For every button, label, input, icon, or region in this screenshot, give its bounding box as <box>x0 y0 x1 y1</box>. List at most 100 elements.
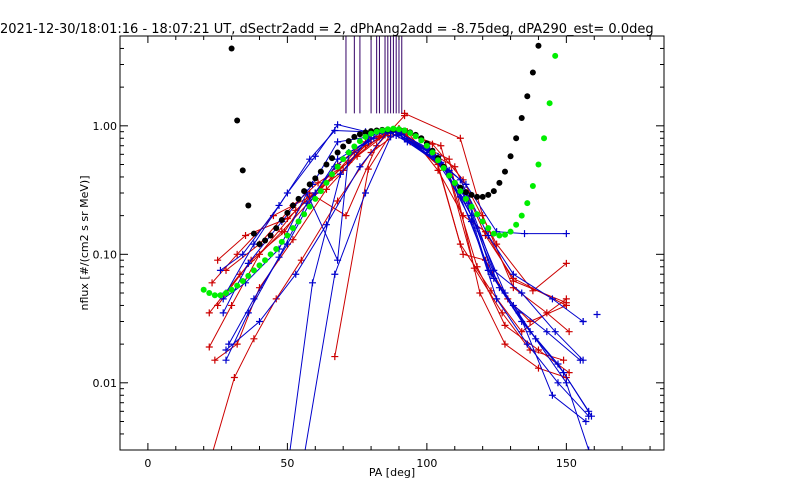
green-model-point <box>518 212 525 219</box>
red-data-point <box>242 232 250 240</box>
red-data-point <box>205 309 213 317</box>
blue-data-point <box>334 155 342 163</box>
green-model-point <box>390 125 397 132</box>
red-data-point <box>314 179 322 187</box>
red-data-point <box>565 328 573 336</box>
green-model-point <box>356 138 363 145</box>
red-data-point <box>560 356 568 364</box>
black-model-point <box>234 117 241 124</box>
blue-data-point <box>356 163 364 171</box>
green-model-point <box>462 195 469 202</box>
green-model-point <box>301 211 308 218</box>
red-data-point <box>456 134 464 142</box>
green-model-point <box>223 289 230 296</box>
green-model-point <box>351 143 358 150</box>
green-model-point <box>362 133 369 140</box>
green-model-point <box>446 172 453 179</box>
blue-data-point <box>493 295 501 303</box>
blue-data-point <box>283 189 291 197</box>
y-axis-label: nflux [#/(cm2 s sr MeV)] <box>78 176 91 311</box>
y-tick-label: 0.01 <box>93 377 118 390</box>
plot-frame <box>119 35 665 451</box>
green-model-point <box>490 230 497 237</box>
red-data-point <box>509 277 517 285</box>
red-data-point <box>459 212 467 220</box>
black-model-point <box>262 237 269 244</box>
green-model-point <box>284 232 291 239</box>
blue-data-point <box>560 369 568 377</box>
green-model-point <box>485 225 492 232</box>
black-model-point <box>329 155 336 162</box>
green-model-point <box>312 195 319 202</box>
blue-data-point <box>322 221 330 229</box>
green-model-point <box>507 228 514 235</box>
y-tick-label: 0.10 <box>93 248 118 261</box>
red-series-line <box>401 131 564 361</box>
green-model-point <box>340 156 347 163</box>
green-model-point <box>395 126 402 133</box>
green-model-point <box>384 126 391 133</box>
black-model-point <box>356 131 363 138</box>
blue-data-point <box>585 412 593 420</box>
chart-title: 2021-12-30/18:01:16 - 18:07:21 UT, dSect… <box>0 22 654 37</box>
red-data-point <box>434 166 442 174</box>
blue-data-point <box>548 295 556 303</box>
black-model-point <box>323 161 330 168</box>
green-model-point <box>234 282 241 289</box>
red-series-line <box>398 134 567 378</box>
black-model-point <box>301 188 308 195</box>
green-model-point <box>407 129 414 136</box>
red-data-point <box>233 340 241 348</box>
red-data-point <box>272 295 280 303</box>
blue-series-line <box>225 131 389 351</box>
green-model-point <box>501 231 508 238</box>
blue-series-line <box>228 137 375 345</box>
red-data-point <box>451 163 459 171</box>
green-model-point <box>245 272 252 279</box>
green-model-point <box>306 203 313 210</box>
blue-data-point <box>562 379 570 387</box>
blue-data-point <box>306 155 314 163</box>
blue-data-point <box>361 189 369 197</box>
green-model-point <box>535 161 542 168</box>
red-data-point <box>230 373 238 381</box>
blue-data-point <box>521 230 529 238</box>
black-model-point <box>289 202 296 209</box>
blue-series-line <box>395 135 567 235</box>
blue-data-point <box>403 138 411 146</box>
black-model-point <box>507 153 514 160</box>
blue-data-point <box>303 199 311 207</box>
black-model-point <box>250 230 257 237</box>
blue-data-point <box>501 289 509 297</box>
red-data-point <box>534 364 542 372</box>
green-model-point <box>429 149 436 156</box>
x-tick-label: 150 <box>556 457 577 470</box>
green-model-point <box>206 289 213 296</box>
blue-data-point <box>582 417 590 425</box>
green-model-point <box>541 135 548 142</box>
red-data-point <box>479 212 487 220</box>
blue-data-point <box>255 318 263 326</box>
red-data-point <box>498 309 506 317</box>
black-model-point <box>490 188 497 195</box>
red-data-point <box>342 212 350 220</box>
blue-series-line <box>222 136 369 314</box>
blue-data-point <box>579 318 587 326</box>
green-model-point <box>474 211 481 218</box>
x-tick-label: 50 <box>280 457 294 470</box>
green-model-point <box>552 52 559 59</box>
red-data-point <box>501 321 509 329</box>
black-model-point <box>267 232 274 239</box>
red-data-point <box>562 299 570 307</box>
black-model-point <box>462 189 469 196</box>
red-data-point <box>297 256 305 264</box>
black-model-point <box>295 195 302 202</box>
blue-data-point <box>484 232 492 240</box>
green-model-point <box>289 225 296 232</box>
blue-data-point <box>244 259 252 267</box>
blue-data-point <box>548 391 556 399</box>
blue-data-point <box>462 180 470 188</box>
black-model-point <box>273 225 280 232</box>
green-model-point <box>211 292 218 299</box>
blue-data-point <box>532 335 540 343</box>
